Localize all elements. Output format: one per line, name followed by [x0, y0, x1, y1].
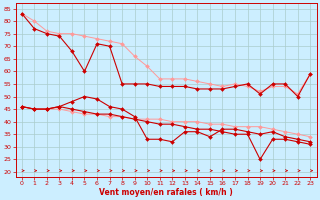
- X-axis label: Vent moyen/en rafales ( km/h ): Vent moyen/en rafales ( km/h ): [99, 188, 233, 197]
